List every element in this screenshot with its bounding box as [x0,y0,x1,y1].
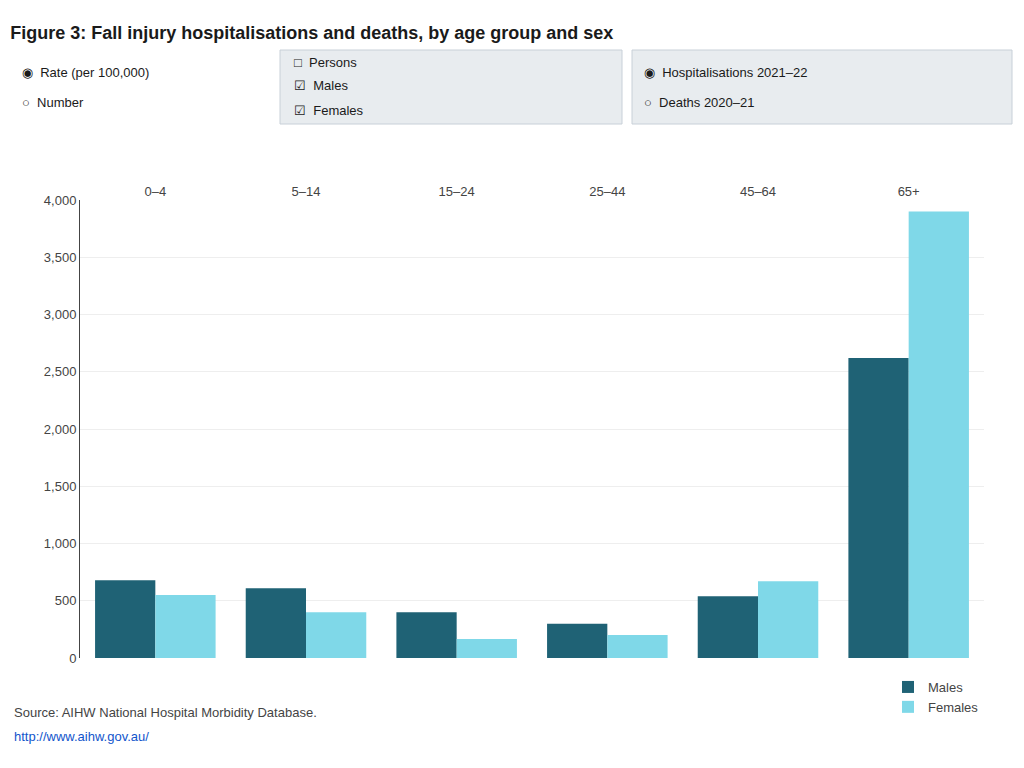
svg-text:500: 500 [55,593,77,608]
svg-text:25–44: 25–44 [589,184,625,199]
svg-text:◉ Hospitalisations 2021–22: ◉ Hospitalisations 2021–22 [644,65,808,80]
svg-text:○ Deaths 2020–21: ○ Deaths 2020–21 [644,95,755,110]
svg-text:15–24: 15–24 [439,184,475,199]
svg-text:Males: Males [928,680,963,695]
svg-text:◉ Rate (per 100,000): ◉ Rate (per 100,000) [22,65,149,80]
svg-text:Females: Females [928,700,978,715]
svg-text:Figure 3: Fall injury hospital: Figure 3: Fall injury hospitalisations a… [10,23,613,43]
svg-text:5–14: 5–14 [292,184,321,199]
svg-text:http://www.aihw.gov.au/: http://www.aihw.gov.au/ [14,729,149,744]
svg-text:3,500: 3,500 [44,250,77,265]
svg-text:65+: 65+ [898,184,920,199]
svg-text:2,500: 2,500 [44,364,77,379]
svg-text:☑ Females: ☑ Females [294,103,364,118]
svg-text:☑ Males: ☑ Males [294,78,348,93]
svg-text:1,500: 1,500 [44,479,77,494]
svg-text:3,000: 3,000 [44,307,77,322]
svg-text:Source: AIHW National Hospital: Source: AIHW National Hospital Morbidity… [14,705,317,720]
svg-text:4,000: 4,000 [44,193,77,208]
svg-text:0: 0 [69,651,76,666]
svg-text:0–4: 0–4 [144,184,166,199]
svg-text:□ Persons: □ Persons [294,55,357,70]
svg-text:○ Number: ○ Number [22,95,84,110]
svg-text:45–64: 45–64 [740,184,776,199]
svg-text:1,000: 1,000 [44,536,77,551]
svg-text:2,000: 2,000 [44,422,77,437]
